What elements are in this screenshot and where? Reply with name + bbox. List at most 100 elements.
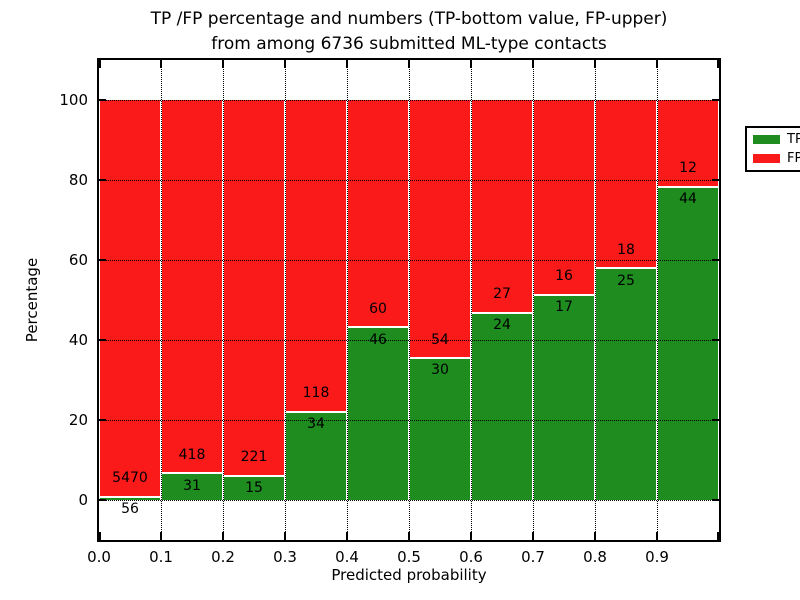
bar-fp [658, 100, 718, 186]
x-tick-label: 0.7 [521, 548, 545, 566]
x-tick-label: 0.9 [645, 548, 669, 566]
bar-fp [410, 100, 470, 358]
bar-label-fp: 60 [369, 300, 387, 317]
bar-tp [410, 357, 470, 500]
bar-tp [658, 185, 718, 500]
bar-tp [534, 293, 594, 500]
bar-label-tp: 25 [617, 272, 635, 289]
y-tick-label: 100 [59, 91, 88, 109]
chart-title-line1: TP /FP percentage and numbers (TP-bottom… [150, 9, 668, 29]
bar-fp [348, 100, 408, 327]
bar-label-tp: 17 [555, 299, 573, 316]
x-tick-bottom [717, 532, 719, 540]
legend-swatch-fp-icon [753, 154, 780, 163]
y-tick-label: 60 [68, 251, 88, 269]
bar-label-tp: 44 [679, 190, 697, 207]
x-tick-top [656, 60, 658, 68]
x-tick-label: 0.4 [335, 548, 359, 566]
x-tick-label: 0.8 [583, 548, 607, 566]
legend-entry-fp: FP [747, 152, 800, 165]
x-tick-label: 0.5 [397, 548, 421, 566]
bar-label-fp: 16 [555, 268, 573, 285]
bar-fp [472, 100, 532, 312]
bar-tp [224, 474, 284, 500]
y-tick-left [99, 179, 106, 181]
legend-label-tp: TP [787, 132, 800, 147]
gridline-v [160, 60, 162, 540]
bar-fp [100, 100, 160, 496]
bar-label-tp: 56 [121, 501, 139, 518]
y-axis-label: Percentage [23, 257, 41, 343]
y-tick-left [99, 419, 106, 421]
y-tick-right [712, 419, 719, 421]
bar-fp [286, 100, 346, 411]
bar-label-fp: 12 [679, 160, 697, 177]
gridline-v [656, 60, 658, 540]
y-tick-right [712, 259, 719, 261]
y-tick-label: 20 [68, 411, 88, 429]
bar-fp [596, 100, 656, 268]
legend-label-fp: FP [787, 151, 800, 166]
y-tick-left [99, 99, 106, 101]
bar-tp [596, 267, 656, 500]
x-tick-top [594, 60, 596, 68]
bar-tp [286, 410, 346, 500]
chart-title-line2: from among 6736 submitted ML-type contac… [211, 33, 607, 54]
bar-fp [162, 100, 222, 473]
x-tick-top [717, 60, 719, 68]
y-tick-label: 40 [68, 331, 88, 349]
bar-label-tp: 15 [245, 479, 263, 496]
gridline-v [284, 60, 286, 540]
x-tick-label: 0.0 [87, 548, 111, 566]
y-tick-left [99, 339, 106, 341]
x-tick-top [532, 60, 534, 68]
bar-tp [472, 311, 532, 500]
legend-swatch-tp-icon [753, 135, 780, 144]
bar-label-tp: 46 [369, 331, 387, 348]
bar-label-fp: 27 [493, 286, 511, 303]
x-tick-top [160, 60, 162, 68]
gridline-v [470, 60, 472, 540]
bar-label-fp: 54 [431, 331, 449, 348]
y-tick-right [712, 499, 719, 501]
x-tick-bottom [160, 532, 162, 540]
bar-fp [534, 100, 594, 294]
x-tick-top [470, 60, 472, 68]
x-tick-bottom [222, 532, 224, 540]
x-tick-bottom [532, 532, 534, 540]
bar-label-fp: 418 [178, 446, 206, 463]
bar-label-tp: 24 [493, 316, 511, 333]
x-tick-bottom [470, 532, 472, 540]
bar-label-fp: 221 [240, 448, 268, 465]
x-tick-bottom [656, 532, 658, 540]
bar-fp [224, 100, 284, 475]
gridline-v [222, 60, 224, 540]
bar-tp [162, 472, 222, 500]
x-tick-bottom [408, 532, 410, 540]
x-tick-label: 0.2 [211, 548, 235, 566]
x-tick-bottom [346, 532, 348, 540]
bar-label-fp: 5470 [112, 470, 148, 487]
y-tick-right [712, 179, 719, 181]
y-tick-left [99, 499, 106, 501]
bar-label-tp: 31 [183, 477, 201, 494]
x-tick-label: 0.6 [459, 548, 483, 566]
x-axis-label: Predicted probability [331, 566, 487, 584]
y-tick-label: 80 [68, 171, 88, 189]
x-tick-bottom [594, 532, 596, 540]
legend-entry-tp: TP [747, 133, 800, 146]
bar-tp [100, 495, 160, 500]
gridline-v [346, 60, 348, 540]
x-tick-top [99, 60, 101, 68]
x-tick-top [408, 60, 410, 68]
x-tick-bottom [284, 532, 286, 540]
gridline-v [408, 60, 410, 540]
y-tick-right [712, 339, 719, 341]
chart-title: TP /FP percentage and numbers (TP-bottom… [99, 7, 719, 56]
x-tick-top [284, 60, 286, 68]
bar-label-tp: 30 [431, 362, 449, 379]
legend: TP FP [745, 126, 800, 172]
bar-label-fp: 18 [617, 241, 635, 258]
gridline-v [594, 60, 596, 540]
